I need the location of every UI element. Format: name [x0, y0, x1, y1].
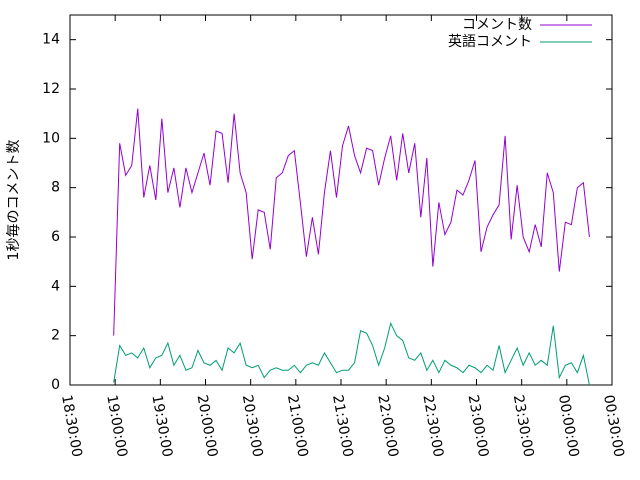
x-tick-label: 18:30:00 [58, 394, 85, 459]
x-tick-label: 23:00:00 [465, 394, 492, 459]
y-tick-label: 4 [51, 278, 60, 294]
y-tick-label: 6 [51, 229, 60, 245]
y-tick-label: 10 [42, 130, 60, 146]
series-line [113, 108, 590, 336]
plot-border [69, 14, 613, 386]
legend-label: 英語コメント [448, 33, 532, 50]
y-tick-label: 2 [51, 328, 60, 344]
y-tick-label: 8 [51, 180, 60, 196]
x-tick-label: 00:30:00 [600, 394, 627, 459]
y-tick-label: 12 [42, 81, 60, 97]
y-axis-label: 1秒毎のコメント数 [6, 140, 22, 261]
x-tick-label: 19:30:00 [148, 394, 175, 459]
y-tick-label: 14 [42, 32, 60, 48]
x-tick-label: 22:30:00 [419, 394, 446, 459]
x-tick-label: 23:30:00 [510, 394, 537, 459]
x-tick-label: 00:00:00 [555, 394, 582, 459]
x-tick-label: 20:30:00 [239, 394, 266, 459]
x-tick-label: 20:00:00 [194, 394, 221, 459]
x-tick-label: 22:00:00 [374, 394, 401, 459]
y-tick-label: 0 [51, 377, 60, 393]
x-tick-label: 21:00:00 [284, 394, 311, 459]
legend-label: コメント数 [462, 17, 532, 33]
x-tick-label: 21:30:00 [329, 394, 356, 459]
x-tick-label: 19:00:00 [103, 394, 130, 459]
series-line [113, 321, 590, 386]
